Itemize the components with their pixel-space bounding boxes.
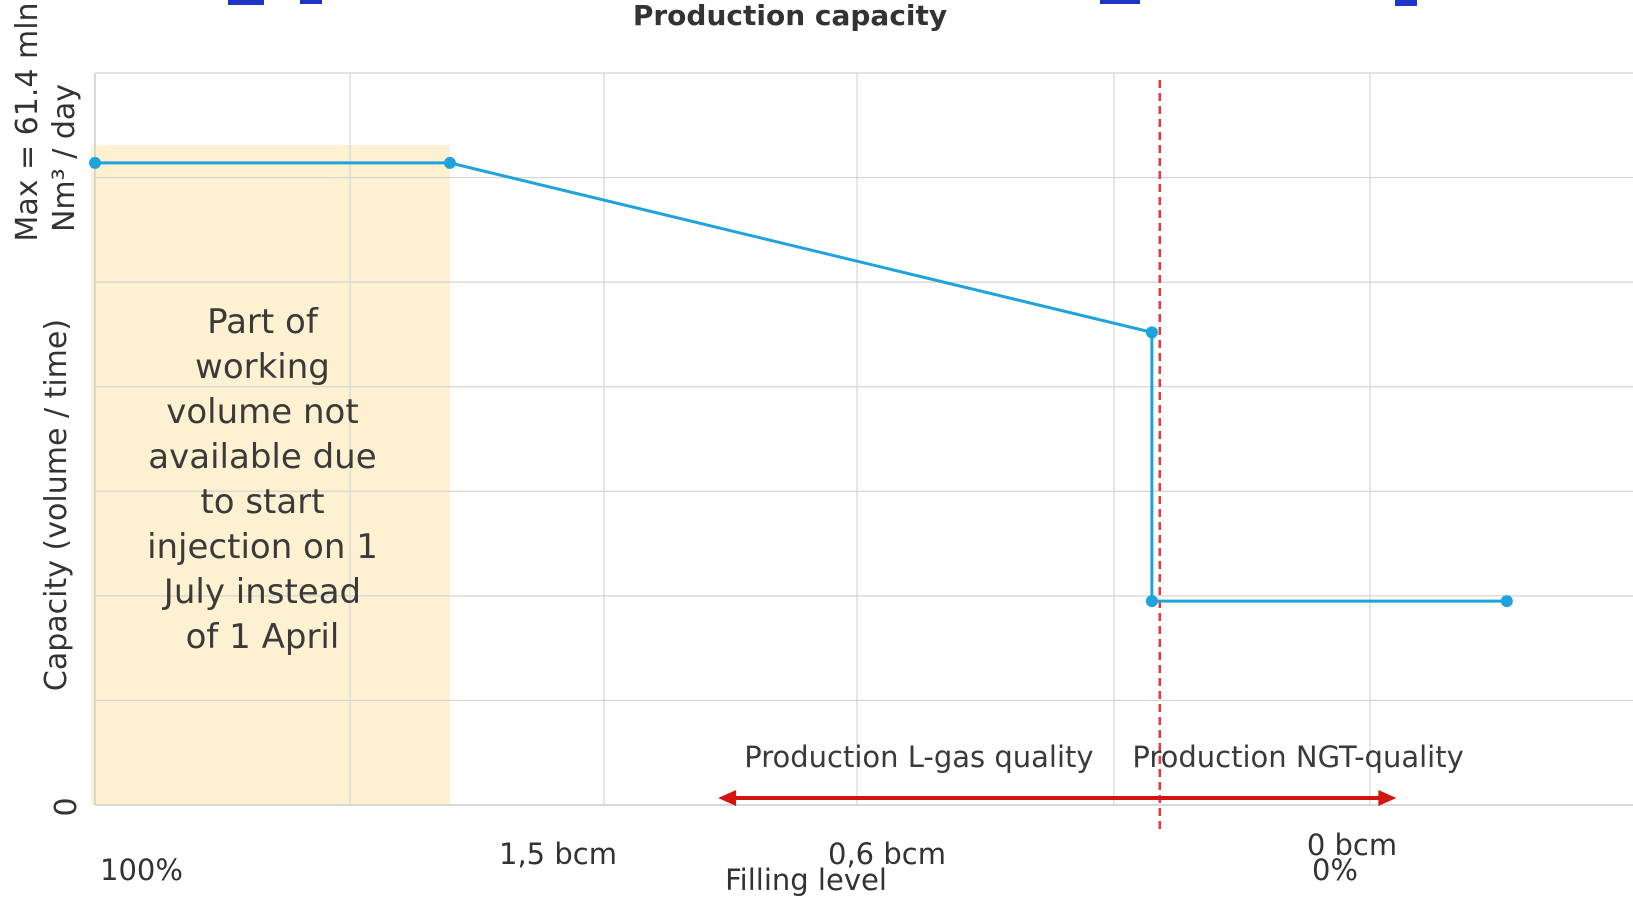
- series-capacity: [89, 156, 1513, 608]
- data-point: [1500, 595, 1513, 608]
- top-banner-stroke: [228, 0, 264, 5]
- x-tick-0-6-bcm: 0,6 bcm: [828, 837, 946, 871]
- shade-annotation: Part of working volume not available due to …: [147, 302, 378, 657]
- unavailable-volume-shade: [91, 145, 450, 805]
- x-tick-100pct: 100%: [100, 853, 183, 887]
- data-point: [1145, 595, 1158, 608]
- y-zero-label: 0: [49, 797, 84, 816]
- arrow-label-l-gas: Production L-gas quality: [744, 740, 1093, 774]
- quality-arrows: [718, 790, 1397, 806]
- arrow-label-ngt: Production NGT-quality: [1132, 740, 1463, 774]
- y-axis-label: Capacity (volume / time): [39, 319, 74, 691]
- arrow-head-left: [718, 790, 737, 806]
- data-point: [1145, 326, 1158, 339]
- top-banner-stroke: [1395, 0, 1417, 6]
- chart-title: Production capacity: [633, 0, 947, 32]
- y-max-label-line2: Nm³ / day: [47, 84, 82, 232]
- data-point: [89, 156, 101, 169]
- top-banner-stroke: [1100, 0, 1140, 4]
- x-tick-0-pct: 0%: [1312, 853, 1358, 887]
- top-banner-fragment: [228, 0, 1417, 6]
- arrow-head-right: [1378, 790, 1397, 806]
- x-axis-label: Filling level: [725, 863, 887, 897]
- x-tick-0-bcm: 0 bcm: [1307, 828, 1397, 862]
- top-banner-stroke: [300, 0, 322, 4]
- y-max-label-line1: Max = 61.4 mln: [10, 2, 45, 241]
- data-point: [443, 156, 456, 169]
- x-tick-1-5-bcm: 1,5 bcm: [499, 837, 617, 871]
